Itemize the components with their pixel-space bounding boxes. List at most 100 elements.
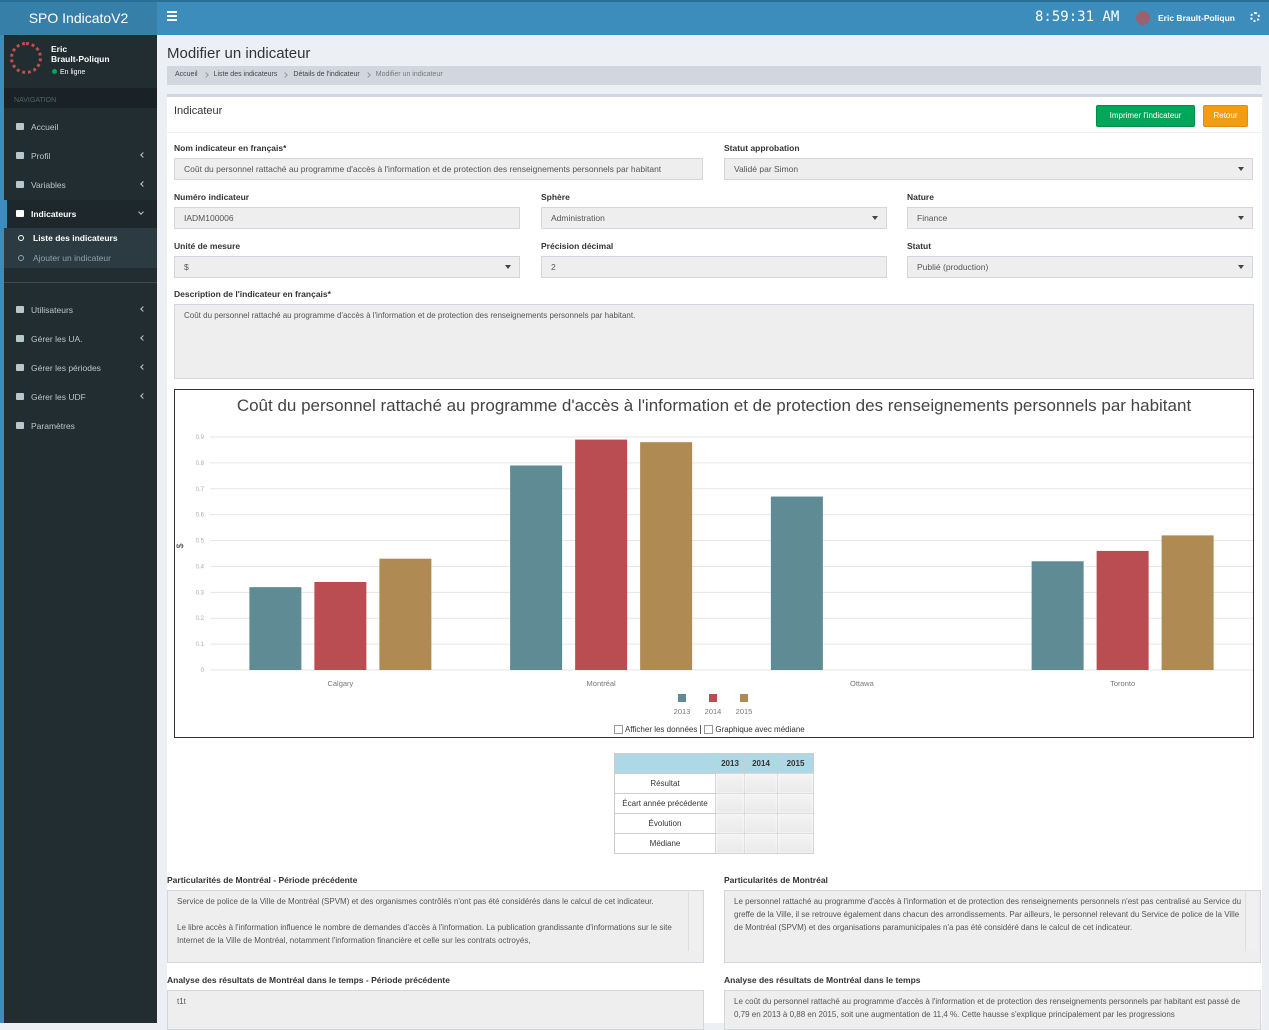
description-label: Description de l'indicateur en français*: [174, 289, 331, 299]
divider: [4, 282, 157, 283]
bar: [249, 587, 302, 670]
blurred-cell: [777, 813, 814, 834]
first-name: Eric: [51, 44, 68, 54]
column-header: 2013: [715, 753, 745, 774]
table-row: Écart année précédente: [614, 793, 814, 814]
field-label: Numéro indicateur: [174, 192, 250, 202]
blurred-cell: [777, 793, 814, 814]
y-tick-label: 0.9: [196, 435, 205, 441]
select[interactable]: Publié (production): [907, 256, 1253, 278]
note-label: Analyse des résultats de Montréal dans l…: [167, 975, 450, 985]
crumb[interactable]: Liste des indicateurs: [213, 71, 278, 78]
back-button[interactable]: Retour: [1203, 105, 1248, 127]
legend-label: 2015: [736, 707, 753, 716]
bar: [1161, 535, 1214, 670]
data-table: 2013 2014 2015 Résultat Écart année précéden…: [614, 753, 814, 854]
field-label: Nom indicateur en français*: [174, 143, 287, 153]
x-tick-label: Calgary: [327, 679, 353, 688]
column-header: 2015: [777, 753, 814, 774]
note-text[interactable]: t1t: [167, 990, 704, 1030]
bar: [379, 558, 432, 670]
header-cell: [614, 753, 716, 774]
sidebar-user: Eric Brault-Poliqun: [51, 44, 110, 64]
page-title: Modifier un indicateur: [167, 45, 311, 62]
select[interactable]: Finance: [907, 207, 1253, 229]
option-label[interactable]: Afficher les données: [625, 725, 698, 734]
note-text[interactable]: Service de police de la Ville de Montréa…: [167, 890, 704, 963]
table-row: Résultat: [614, 773, 814, 794]
note-text[interactable]: Le coût du personnel rattaché au program…: [724, 990, 1261, 1030]
menu-toggle[interactable]: [167, 11, 177, 21]
menu-item[interactable]: Utilisateurs: [31, 305, 74, 315]
blurred-cell: [777, 833, 814, 854]
y-tick-label: 0.6: [196, 513, 205, 519]
section-label: NAVIGATION: [14, 97, 57, 104]
y-tick-label: 0.8: [196, 461, 205, 467]
y-tick-label: 0.2: [196, 616, 205, 622]
input[interactable]: 2: [541, 256, 887, 278]
sidebar-avatar: [10, 42, 42, 74]
field-label: Statut approbation: [724, 143, 800, 153]
blurred-cell: [777, 773, 814, 794]
menu-item[interactable]: Accueil: [31, 122, 59, 132]
checkbox[interactable]: [614, 725, 623, 734]
y-tick-label: 0.5: [196, 539, 205, 545]
field-label: Statut: [907, 241, 932, 251]
legend-label: 2014: [705, 707, 722, 716]
blurred-cell: [715, 833, 745, 854]
menu-item[interactable]: Gérer les UA.: [31, 334, 83, 344]
active-menu: [4, 200, 157, 228]
y-tick-label: 0: [201, 668, 205, 674]
menu-icon: [16, 152, 24, 159]
bar: [314, 581, 367, 670]
row-label: Évolution: [614, 813, 716, 834]
menu-item[interactable]: Gérer les UDF: [31, 392, 86, 402]
legend-swatch[interactable]: [740, 694, 748, 702]
crumb[interactable]: Accueil: [175, 71, 198, 78]
menu-item[interactable]: Profil: [31, 151, 51, 161]
select[interactable]: Administration: [541, 207, 887, 229]
blurred-cell: [715, 813, 745, 834]
menu-item[interactable]: Indicateurs: [31, 209, 77, 219]
description[interactable]: Coût du personnel rattaché au programme …: [174, 304, 1254, 379]
breadcrumb-items: Accueil Liste des indicateurs Détails de l…: [175, 71, 443, 78]
user-name[interactable]: Eric Brault-Poliqun: [1158, 13, 1235, 23]
x-tick-label: Toronto: [1110, 679, 1135, 688]
input[interactable]: IADM100006: [174, 207, 520, 229]
menu-item[interactable]: Gérer les périodes: [31, 363, 101, 373]
legend-swatch[interactable]: [709, 694, 717, 702]
option-label[interactable]: Graphique avec médiane: [715, 725, 805, 734]
submenu-item[interactable]: Ajouter un indicateur: [33, 253, 111, 263]
checkbox[interactable]: [704, 725, 714, 734]
blurred-cell: [715, 773, 745, 794]
select[interactable]: $: [174, 256, 520, 278]
print-button[interactable]: Imprimer l'indicateur: [1096, 105, 1195, 127]
scrollbar[interactable]: [1245, 892, 1258, 951]
crumb-separator: [202, 71, 209, 78]
crumb[interactable]: Détails de l'indicateur: [293, 71, 360, 78]
breadcrumb: [167, 66, 1261, 85]
note-text[interactable]: Le personnel rattaché au programme d'acc…: [724, 890, 1261, 963]
legend-swatch[interactable]: [678, 694, 686, 702]
settings-icon[interactable]: [1250, 12, 1260, 22]
menu-icon: [16, 210, 24, 217]
chart-title: Coût du personnel rattaché au programme …: [237, 396, 1192, 415]
bar: [510, 465, 563, 670]
logo[interactable]: SPO IndicatoV2: [0, 2, 157, 35]
row-label: Écart année précédente: [614, 793, 716, 814]
scrollbar[interactable]: [688, 892, 701, 951]
status: En ligne: [52, 69, 85, 76]
menu-item[interactable]: Variables: [31, 180, 66, 190]
crumb: Modifier un indicateur: [375, 71, 443, 78]
status-text: En ligne: [60, 69, 86, 76]
user-avatar[interactable]: [1136, 11, 1150, 25]
submenu-item[interactable]: Liste des indicateurs: [33, 233, 118, 243]
submenu-bg: [4, 228, 157, 268]
bar: [1096, 550, 1149, 670]
select[interactable]: Validé par Simon: [724, 158, 1253, 180]
input[interactable]: Coût du personnel rattaché au programme …: [174, 158, 703, 180]
y-tick-label: 0.3: [196, 590, 205, 596]
menu-item[interactable]: Paramètres: [31, 421, 75, 431]
crumb-separator: [282, 71, 289, 78]
blurred-cell: [744, 773, 778, 794]
